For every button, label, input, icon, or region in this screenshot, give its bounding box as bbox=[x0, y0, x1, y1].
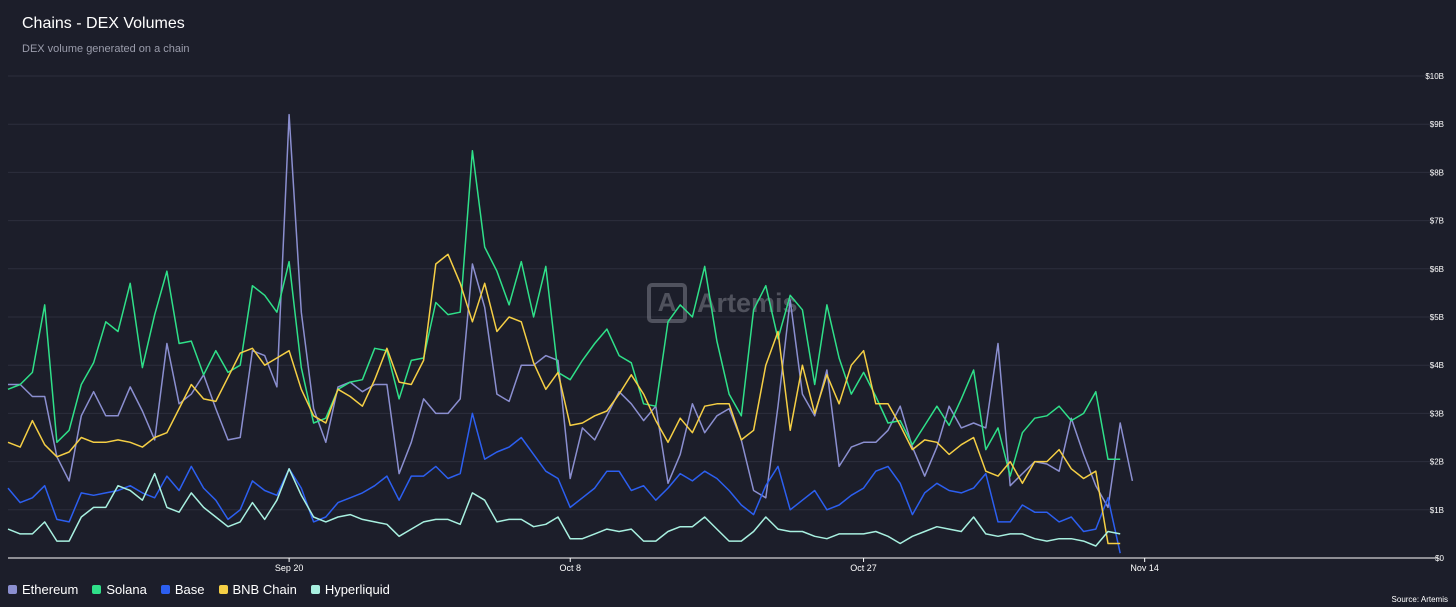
y-tick-label: $6B bbox=[1430, 265, 1444, 274]
series-line-ethereum bbox=[8, 113, 1134, 509]
legend-swatch bbox=[218, 585, 228, 594]
y-tick-label: $7B bbox=[1430, 217, 1444, 226]
artemis-watermark-logo: A bbox=[658, 287, 677, 317]
series-line-solana bbox=[7, 149, 1121, 477]
series-line-hyperliquid bbox=[7, 468, 1121, 547]
legend-label: Base bbox=[174, 582, 205, 597]
source-note: Source: Artemis bbox=[1391, 595, 1448, 604]
y-tick-label: $5B bbox=[1430, 313, 1444, 322]
legend-label: BNB Chain bbox=[232, 582, 297, 597]
y-tick-label: $4B bbox=[1430, 361, 1444, 370]
legend-swatch bbox=[92, 585, 102, 594]
series-line-bnb-chain bbox=[7, 253, 1121, 545]
watermark: A Artemis bbox=[647, 283, 798, 323]
chart-subtitle: DEX volume generated on a chain bbox=[22, 43, 190, 55]
y-tick-label: $8B bbox=[1430, 168, 1444, 177]
legend-item-hyperliquid[interactable]: Hyperliquid bbox=[310, 582, 390, 597]
watermark-text: Artemis bbox=[697, 288, 798, 318]
x-tick-label: Oct 8 bbox=[559, 563, 581, 573]
y-tick-label: $10B bbox=[1425, 72, 1444, 81]
x-tick-label: Sep 20 bbox=[275, 563, 304, 573]
legend-swatch bbox=[8, 585, 17, 594]
y-tick-label: $2B bbox=[1430, 458, 1444, 467]
x-tick-label: Oct 27 bbox=[850, 563, 877, 573]
legend-item-solana[interactable]: Solana bbox=[92, 582, 147, 597]
y-tick-label: $9B bbox=[1430, 120, 1444, 129]
y-tick-label: $0 bbox=[1435, 554, 1444, 563]
chart-title: Chains - DEX Volumes bbox=[22, 15, 185, 32]
legend-swatch bbox=[160, 585, 170, 594]
series-line-base bbox=[7, 412, 1121, 554]
legend-item-ethereum[interactable]: Ethereum bbox=[8, 582, 78, 597]
legend-label: Ethereum bbox=[22, 582, 79, 597]
legend-item-base[interactable]: Base bbox=[160, 582, 205, 597]
legend-item-bnb-chain[interactable]: BNB Chain bbox=[218, 582, 297, 597]
y-tick-label: $3B bbox=[1430, 409, 1444, 418]
y-tick-label: $1B bbox=[1430, 506, 1444, 515]
x-tick-label: Nov 14 bbox=[1130, 563, 1159, 573]
legend-swatch bbox=[310, 585, 320, 594]
legend-label: Solana bbox=[106, 582, 147, 597]
legend-label: Hyperliquid bbox=[324, 582, 390, 597]
legend: Ethereum Solana Base BNB Chain Hyperliquid bbox=[8, 582, 390, 597]
